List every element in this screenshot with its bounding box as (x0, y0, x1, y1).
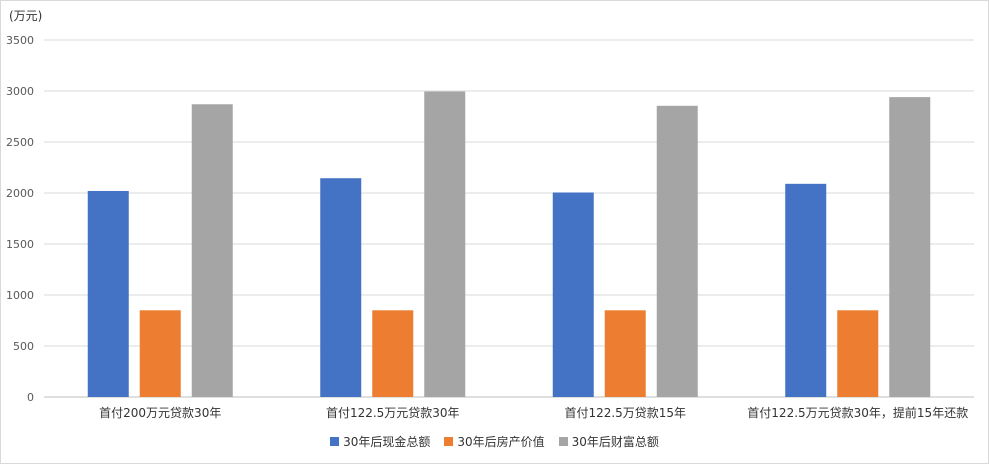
legend-swatch (444, 437, 454, 446)
y-tick-label: 500 (13, 340, 34, 353)
bar-2-cat-1 (139, 310, 181, 397)
x-category-label: 首付200万元贷款30年 (99, 406, 221, 420)
bar-2-cat-3 (604, 310, 646, 397)
bar-2-cat-2 (372, 310, 414, 397)
y-tick-label: 3000 (6, 85, 34, 98)
legend-label: 30年后财富总额 (571, 435, 659, 449)
bar-3-cat-4 (889, 97, 931, 398)
legend-label: 30年后房产价值 (457, 435, 545, 449)
bar-1-cat-3 (552, 192, 594, 397)
legend-swatch (558, 437, 568, 446)
y-tick-label: 1500 (6, 238, 34, 251)
bar-1-cat-4 (785, 183, 827, 397)
bar-1-cat-1 (87, 190, 129, 397)
bars (87, 91, 931, 398)
legend-swatch (330, 437, 340, 446)
bar-1-cat-2 (320, 178, 362, 397)
legend: 30年后现金总额 30年后房产价值 30年后财富总额 (1, 433, 988, 450)
bar-2-cat-4 (837, 310, 879, 397)
bar-3-cat-1 (191, 104, 233, 397)
legend-item: 30年后现金总额 (330, 433, 430, 450)
legend-item: 30年后财富总额 (558, 433, 659, 450)
legend-label: 30年后现金总额 (343, 435, 431, 449)
gridlines (44, 39, 974, 398)
y-tick-label: 0 (27, 391, 34, 404)
y-unit-label: (万元) (9, 9, 43, 23)
bar-3-cat-3 (656, 105, 698, 397)
y-tick-label: 1000 (6, 289, 34, 302)
x-category-label: 首付122.5万贷款15年 (564, 406, 686, 420)
y-axis-ticks: 0 500 1000 1500 2000 2500 3000 3500 (6, 34, 34, 404)
y-tick-label: 3500 (6, 34, 34, 47)
y-tick-label: 2000 (6, 187, 34, 200)
x-axis-categories: 首付200万元贷款30年 首付122.5万元贷款30年 首付122.5万贷款15年 首… (99, 405, 968, 420)
y-tick-label: 2500 (6, 136, 34, 149)
x-category-label: 首付122.5万元贷款30年 (326, 406, 460, 420)
legend-item: 30年后房产价值 (444, 433, 545, 450)
x-category-label: 首付122.5万元贷款30年，提前15年还款 (747, 405, 968, 420)
bar-3-cat-2 (424, 91, 466, 397)
